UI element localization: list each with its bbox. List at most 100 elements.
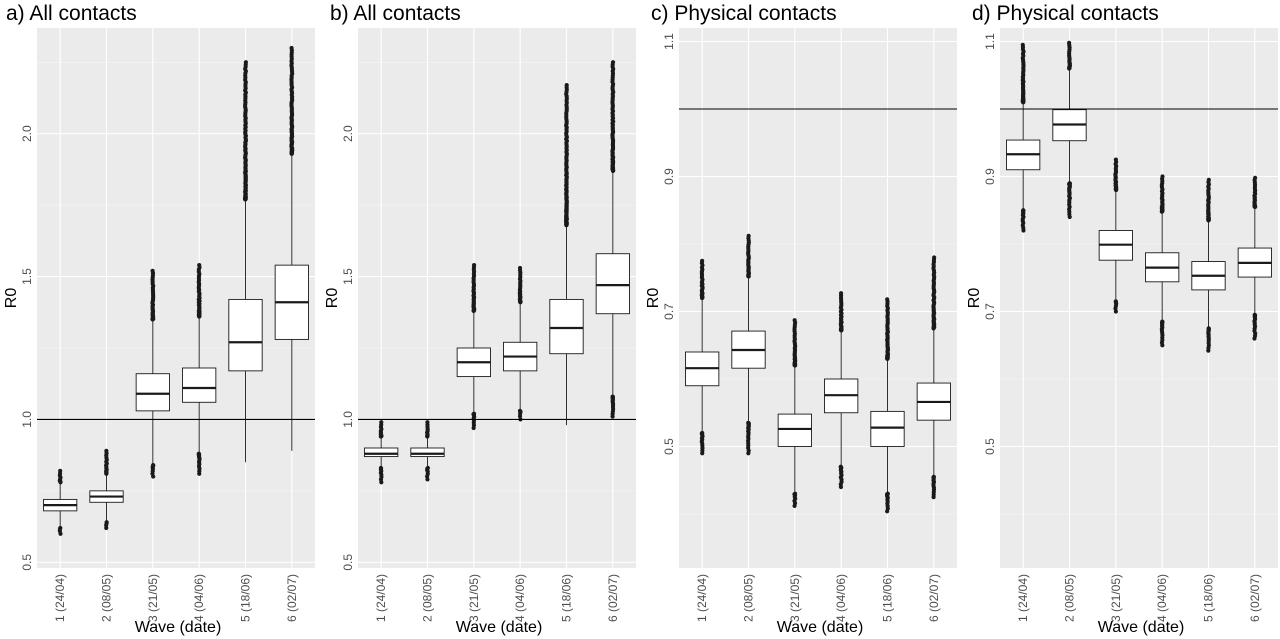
box-2 — [89, 448, 124, 531]
y-tick-label: 0.7 — [662, 303, 676, 320]
outlier-point — [1160, 343, 1165, 348]
panel-background — [358, 28, 636, 568]
outlier-point — [58, 468, 63, 473]
y-tick-label: 0.5 — [341, 554, 355, 571]
box-2 — [410, 420, 445, 482]
outlier-point — [931, 495, 936, 500]
x-tick-label: 1 (24/04) — [53, 574, 67, 622]
outlier-point — [1113, 157, 1118, 162]
panel-3: c) Physical contacts 0.5 0.7 0.9 1.1 1 (24/04… — [645, 2, 957, 636]
x-tick-label: 4 (04/06) — [1155, 574, 1169, 622]
x-tick-label: 6 (02/07) — [606, 574, 620, 622]
x-tick-label: 3 (21/05) — [467, 574, 481, 622]
panel-title: d) Physical contacts — [972, 2, 1159, 25]
x-tick-label: 2 (08/05) — [100, 574, 114, 622]
outlier-point — [746, 451, 751, 456]
outlier-point — [932, 255, 937, 260]
panel-background — [37, 28, 315, 568]
outlier-point — [1206, 177, 1211, 182]
y-tick-label: 1.5 — [20, 268, 34, 285]
y-tick-label: 0.9 — [662, 168, 676, 185]
box-3 — [456, 263, 491, 431]
outlier-point — [197, 471, 202, 476]
panel-title: b) All contacts — [330, 2, 461, 25]
x-tick-label: 6 (02/07) — [285, 574, 299, 622]
box-rect — [228, 298, 263, 372]
y-axis-label: R0 — [645, 288, 662, 309]
outlier-point — [243, 60, 248, 65]
outlier-point — [1113, 309, 1118, 314]
y-tick-label: 1.1 — [983, 33, 997, 50]
box-4 — [503, 265, 538, 422]
box-5 — [228, 60, 263, 463]
outlier-point — [1252, 336, 1257, 341]
x-tick-label: 4 (04/06) — [192, 574, 206, 622]
box-3 — [1098, 157, 1133, 314]
box-rect — [595, 253, 630, 315]
box-rect — [549, 298, 584, 355]
outlier-point — [1206, 348, 1211, 353]
y-tick-label: 2.0 — [341, 125, 355, 142]
box-4 — [824, 291, 859, 490]
x-tick-label: 5 (18/06) — [239, 574, 253, 622]
outlier-point — [517, 265, 523, 271]
x-tick-label: 2 (08/05) — [742, 574, 756, 622]
y-axis-label: R0 — [966, 288, 983, 309]
outlier-point — [197, 263, 202, 268]
y-tick-label: 1.5 — [341, 268, 355, 285]
outlier-point — [792, 318, 797, 323]
panel-title: c) Physical contacts — [651, 2, 837, 25]
box-5 — [549, 83, 584, 426]
x-tick-label: 3 (21/05) — [788, 574, 802, 622]
x-tick-label: 3 (21/05) — [1109, 574, 1123, 622]
outlier-point — [700, 451, 705, 456]
box-1 — [364, 420, 399, 485]
outlier-point — [425, 477, 430, 482]
box-rect — [135, 373, 170, 412]
outlier-point — [1021, 228, 1026, 233]
panel-2: b) All contacts 0.5 1.0 1.5 2.0 1 (24/04) 2 (0… — [324, 2, 636, 636]
box-5 — [1191, 177, 1226, 353]
box-3 — [135, 268, 170, 479]
x-axis-label: Wave (date) — [777, 619, 864, 636]
outlier-point — [517, 414, 523, 419]
outlier-point — [150, 268, 155, 273]
outlier-point — [885, 509, 890, 514]
x-tick-label: 4 (04/06) — [834, 574, 848, 622]
box-6 — [274, 45, 309, 451]
y-tick-label: 0.5 — [20, 554, 34, 571]
outlier-point — [838, 291, 844, 296]
y-tick-label: 1.0 — [20, 411, 34, 428]
y-axis-label: R0 — [324, 288, 341, 309]
x-axis-label: Wave (date) — [1098, 619, 1185, 636]
outlier-point — [471, 425, 476, 431]
box-rect — [777, 413, 812, 447]
outlier-point — [289, 45, 294, 51]
x-axis-label: Wave (date) — [135, 619, 222, 636]
box-6 — [1237, 175, 1272, 341]
y-tick-label: 1.1 — [662, 33, 676, 50]
x-axis-label: Wave (date) — [456, 619, 543, 636]
outlier-point — [1067, 40, 1072, 45]
outlier-point — [746, 233, 751, 238]
outlier-point — [151, 474, 156, 479]
outlier-point — [564, 83, 569, 88]
outlier-point — [1252, 175, 1258, 180]
x-tick-label: 5 (18/06) — [560, 574, 574, 622]
box-1 — [43, 468, 78, 536]
x-tick-label: 1 (24/04) — [374, 574, 388, 622]
outlier-point — [58, 531, 63, 536]
panel-4: d) Physical contacts 0.5 0.7 0.9 1.1 1 (24/04… — [966, 2, 1278, 636]
box-2 — [1052, 40, 1087, 220]
x-tick-label: 2 (08/05) — [1063, 574, 1077, 622]
x-tick-label: 3 (21/05) — [146, 574, 160, 622]
outlier-point — [792, 503, 797, 508]
outlier-point — [700, 258, 705, 263]
x-tick-label: 4 (04/06) — [513, 574, 527, 622]
box-rect — [182, 367, 217, 403]
panel-background — [1000, 28, 1278, 568]
x-tick-label: 6 (02/07) — [1248, 574, 1262, 622]
outlier-point — [471, 263, 477, 268]
panel-title: a) All contacts — [6, 2, 137, 25]
